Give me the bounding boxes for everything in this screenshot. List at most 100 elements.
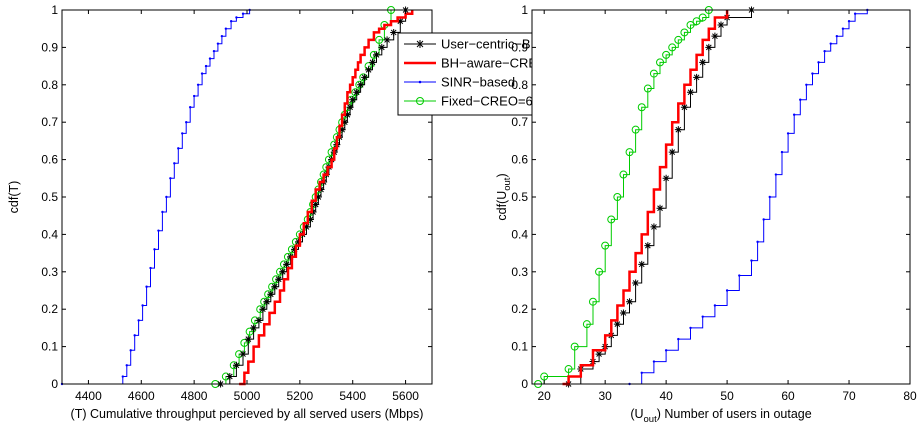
data-point <box>125 364 128 367</box>
y-tick-label: 0.7 <box>41 115 58 129</box>
y-label-prefix: cdf(U <box>495 191 509 221</box>
throughput-cdf-chart: 4400 4600 4800 5000 5200 5400 5600 0 0.1 0.2 0.3 0.… <box>7 3 569 421</box>
y-tick-label: 0.9 <box>511 40 528 54</box>
data-point <box>750 259 753 262</box>
data-point <box>595 350 603 358</box>
x-tick-label: 5600 <box>392 389 419 403</box>
data-point <box>640 371 643 374</box>
data-point <box>267 290 275 298</box>
outage-cdf-chart: 20 30 40 50 60 70 80 0 0.1 0.2 0.3 0.4 0.5 0.6 0.7 0.8 0… <box>495 3 917 425</box>
data-point <box>212 49 216 53</box>
data-point <box>650 223 658 231</box>
data-point <box>346 103 354 111</box>
y-label-suffix: ) <box>495 173 509 177</box>
data-point <box>853 12 857 15</box>
y-tick-label: 0.6 <box>41 153 58 167</box>
data-point <box>287 253 295 261</box>
series-line <box>239 10 414 386</box>
data-point <box>693 73 701 81</box>
data-point <box>638 260 646 268</box>
star-marker-icon <box>416 40 424 48</box>
data-point <box>220 34 224 38</box>
y-tick-label: 0.2 <box>511 302 528 316</box>
data-point <box>378 43 386 51</box>
data-point <box>306 215 314 223</box>
data-point <box>161 210 164 214</box>
data-point <box>570 342 579 351</box>
data-point <box>674 126 682 134</box>
data-point <box>632 279 640 287</box>
x-tick-label: 40 <box>659 389 673 403</box>
data-point <box>312 200 320 208</box>
data-point <box>774 173 778 176</box>
data-point <box>192 94 196 98</box>
data-point <box>841 27 845 30</box>
data-point <box>188 106 192 109</box>
data-point <box>204 64 208 68</box>
data-point <box>369 58 377 66</box>
series-bh-aware-cre <box>562 10 729 386</box>
y-tick-label: 0.5 <box>41 190 58 204</box>
data-point <box>762 218 765 221</box>
x-tick-label: 5400 <box>339 389 366 403</box>
y-tick-label: 0.3 <box>41 265 58 279</box>
data-point <box>208 57 212 60</box>
x-axis-label: (Uout) Number of users in outage <box>630 407 811 425</box>
data-point <box>582 320 591 329</box>
data-point <box>291 245 299 253</box>
data-point <box>595 267 604 276</box>
legend-label: BH−aware−CRE <box>441 56 537 71</box>
data-point <box>847 20 851 23</box>
data-point <box>241 12 245 15</box>
data-point <box>200 72 204 75</box>
data-point <box>317 186 325 194</box>
y-tick-label: 0.1 <box>511 340 528 354</box>
data-point <box>817 61 820 64</box>
data-point <box>165 195 168 199</box>
data-point <box>396 17 404 25</box>
data-point <box>698 13 707 22</box>
data-point <box>365 66 373 74</box>
plot-area <box>62 10 432 384</box>
data-point <box>643 84 652 93</box>
series-sinr-based <box>60 8 251 386</box>
data-point <box>275 275 283 283</box>
x-tick-label: 80 <box>903 389 917 403</box>
data-point <box>686 20 695 29</box>
data-point <box>149 266 152 270</box>
data-point <box>613 193 622 201</box>
data-point <box>699 58 707 66</box>
data-point <box>229 20 233 23</box>
data-point <box>226 373 234 381</box>
data-point <box>224 27 228 30</box>
data-point <box>713 304 717 307</box>
data-point <box>799 98 802 101</box>
data-point <box>373 51 380 59</box>
data-point <box>129 349 132 352</box>
data-point <box>711 32 719 40</box>
y-tick-label: 0.8 <box>41 78 58 92</box>
x-tick-label: 5200 <box>287 389 314 403</box>
data-point <box>725 289 729 292</box>
data-point <box>121 375 124 378</box>
data-point <box>668 148 676 156</box>
data-point <box>185 121 188 124</box>
data-point <box>235 16 238 19</box>
data-point <box>768 195 771 199</box>
legend-label: SINR−based <box>441 75 515 90</box>
data-point <box>607 215 616 224</box>
data-point <box>259 305 267 313</box>
y-axis-label: cdf(Uout) <box>495 173 513 220</box>
data-point <box>662 50 671 59</box>
y-label-subscript: out <box>502 177 513 191</box>
y-tick-label: 1 <box>521 3 528 17</box>
data-point <box>145 285 148 288</box>
data-point <box>626 298 634 306</box>
y-tick-label: 0 <box>521 377 528 391</box>
data-point <box>652 360 656 363</box>
legend-entry-bh-aware-cre: BH−aware−CRE <box>404 56 537 71</box>
x-tick-label: 4800 <box>181 389 208 403</box>
data-point <box>619 170 628 179</box>
data-point <box>689 326 692 330</box>
y-tick-label: 0.5 <box>511 190 528 204</box>
